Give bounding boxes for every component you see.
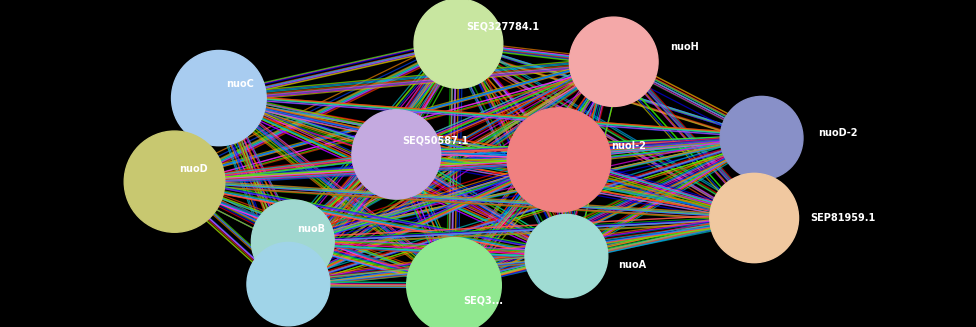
- Ellipse shape: [172, 50, 266, 146]
- Text: nuoC: nuoC: [226, 79, 254, 89]
- Text: nuoI-2: nuoI-2: [611, 141, 645, 151]
- Ellipse shape: [252, 200, 334, 283]
- Text: SEQ50587.1: SEQ50587.1: [402, 136, 468, 146]
- Ellipse shape: [124, 131, 224, 232]
- Ellipse shape: [710, 173, 798, 263]
- Text: nuoD-2: nuoD-2: [818, 128, 857, 138]
- Ellipse shape: [569, 17, 658, 106]
- Ellipse shape: [525, 215, 608, 298]
- Text: SEQ3...: SEQ3...: [463, 296, 503, 305]
- Text: nuoD: nuoD: [179, 164, 208, 174]
- Ellipse shape: [720, 96, 803, 180]
- Ellipse shape: [352, 110, 441, 199]
- Text: SEQ327784.1: SEQ327784.1: [466, 21, 539, 31]
- Text: nuoH: nuoH: [670, 42, 699, 52]
- Text: SEP81959.1: SEP81959.1: [810, 213, 875, 223]
- Ellipse shape: [247, 242, 330, 326]
- Ellipse shape: [407, 238, 502, 327]
- Ellipse shape: [414, 0, 503, 88]
- Ellipse shape: [508, 108, 611, 212]
- Text: nuoB: nuoB: [298, 224, 325, 233]
- Text: nuoA: nuoA: [618, 260, 646, 270]
